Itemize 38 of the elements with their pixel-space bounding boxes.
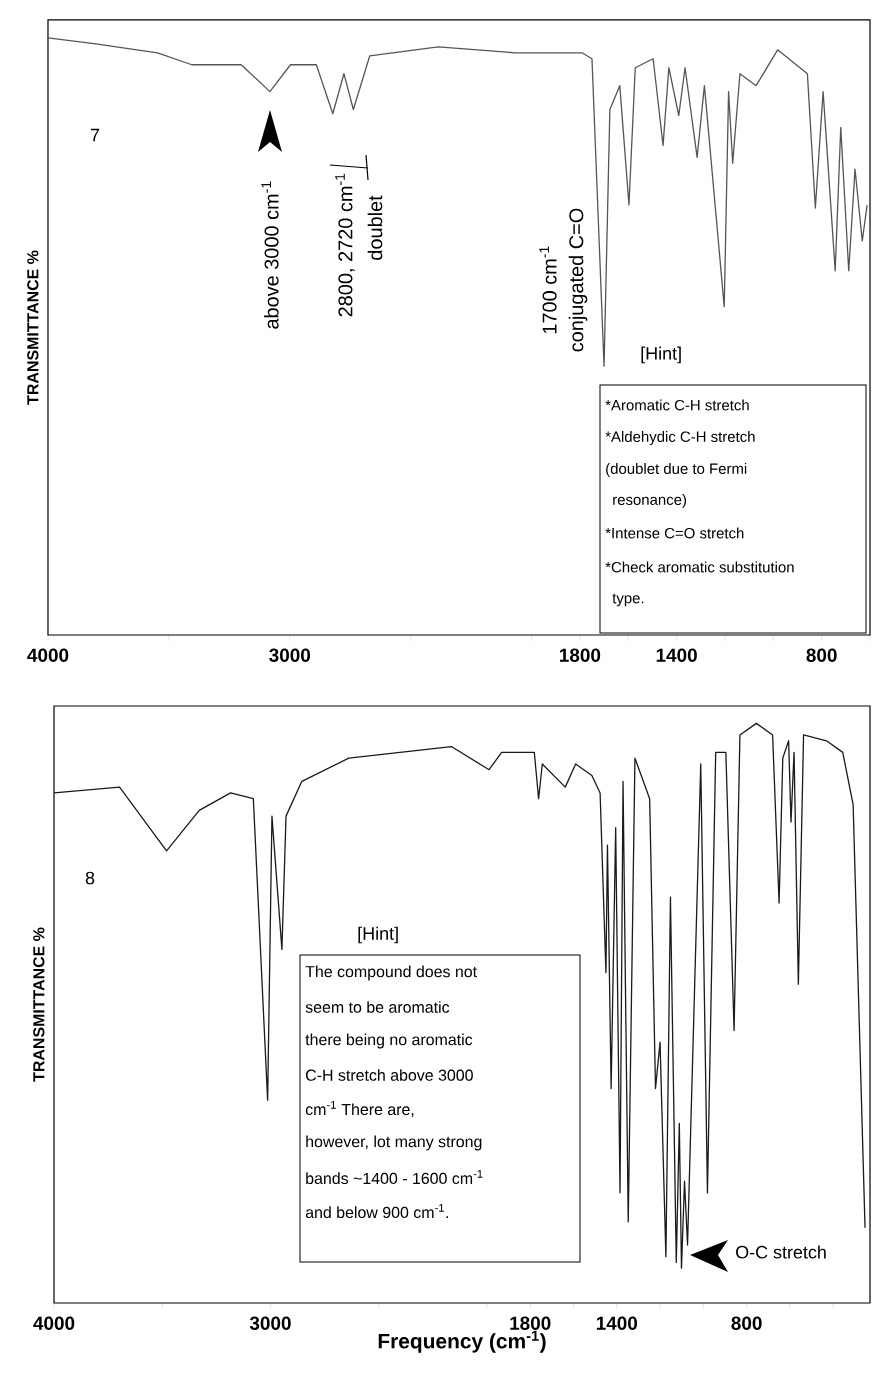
- annotation: type.: [612, 593, 644, 607]
- annotation: 2800, 2720 cm$^{-1}$: [335, 173, 355, 317]
- x-tick-label: 1400: [656, 648, 697, 662]
- annotation: [Hint]: [358, 926, 398, 944]
- annotation: 1700 cm$^{-1}$: [539, 246, 557, 334]
- annotation: C-H stretch above 3000: [305, 1069, 473, 1081]
- annotation: there being no aromatic: [305, 1033, 473, 1049]
- annotation: cm$^{-1}$ There are,: [305, 1101, 414, 1117]
- annotation: seem to be aromatic: [305, 1001, 450, 1013]
- x-tick-label: 1800: [559, 648, 600, 662]
- x-tick-label: 1800: [510, 1316, 551, 1330]
- x-axis-title: Frequency (cm$^{-1}$): [378, 1330, 546, 1353]
- annotation: *Aromatic C-H stretch: [605, 399, 749, 411]
- annotation: (doublet due to Fermi: [605, 463, 747, 477]
- y-axis-title: TRANSMITTANCE %: [33, 927, 45, 1082]
- annotation: 7: [90, 128, 99, 142]
- annotation: The compound does not: [305, 965, 477, 981]
- annotation: *Intense C=O stretch: [605, 527, 744, 539]
- annotation: *Check aromatic substitution: [605, 561, 794, 573]
- x-tick-label: 4000: [27, 648, 69, 662]
- x-tick-label: 4000: [33, 1316, 75, 1330]
- annotation: however, lot many strong: [306, 1135, 482, 1151]
- x-tick-label: 800: [731, 1316, 762, 1330]
- y-axis-title: TRANSMITTANCE %: [27, 250, 39, 405]
- annotation: 8: [85, 871, 95, 885]
- annotation: doublet: [367, 195, 383, 260]
- annotation: resonance): [613, 494, 686, 508]
- annotation: above 3000 cm$^{-1}$: [261, 181, 279, 329]
- annotation: [Hint]: [641, 346, 681, 364]
- annotation: bands ~1400 - 1600 cm$^{-1}$: [306, 1169, 483, 1185]
- x-tick-label: 3000: [249, 1316, 291, 1330]
- annotation: *Aldehydic C-H stretch: [605, 431, 755, 445]
- x-tick-label: 1400: [596, 1316, 637, 1330]
- annotation: and below 900 cm$^{-1}$.: [305, 1203, 448, 1219]
- x-tick-label: 3000: [268, 648, 310, 662]
- annotation: conjugated C=O: [568, 208, 588, 352]
- x-tick-label: 800: [806, 648, 837, 662]
- annotation: O-C stretch: [735, 1245, 826, 1259]
